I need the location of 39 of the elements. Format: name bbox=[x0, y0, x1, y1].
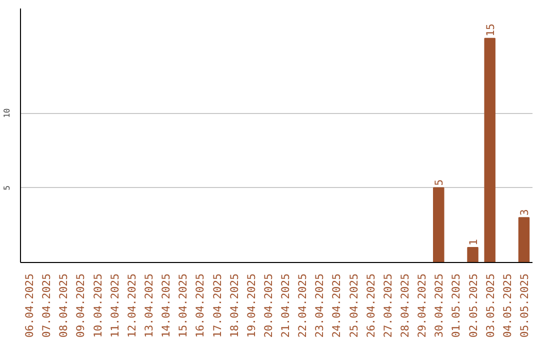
x-tick-label: 29.04.2025 bbox=[416, 274, 429, 338]
x-tick-label: 03.05.2025 bbox=[484, 274, 497, 338]
x-tick-label: 12.04.2025 bbox=[125, 274, 138, 338]
data-label: 5 bbox=[432, 179, 446, 186]
x-tick-label: 08.04.2025 bbox=[57, 274, 70, 338]
x-tick-label: 25.04.2025 bbox=[347, 274, 360, 338]
x-tick-label: 15.04.2025 bbox=[176, 274, 190, 338]
x-tick-label: 20.04.2025 bbox=[262, 274, 275, 338]
x-tick-label: 14.04.2025 bbox=[160, 274, 173, 338]
x-tick-label: 07.04.2025 bbox=[40, 274, 54, 338]
bar bbox=[518, 217, 530, 262]
data-label: 15 bbox=[484, 24, 497, 36]
x-tick-label: 19.04.2025 bbox=[244, 274, 258, 338]
x-tick-label: 11.04.2025 bbox=[108, 274, 122, 338]
x-tick-label: 17.04.2025 bbox=[210, 274, 224, 338]
bar bbox=[484, 38, 496, 262]
x-tick-label: 05.05.2025 bbox=[518, 274, 531, 338]
x-tick-label: 18.04.2025 bbox=[228, 274, 241, 338]
x-tick-label: 24.04.2025 bbox=[330, 274, 344, 338]
x-tick-label: 13.04.2025 bbox=[142, 274, 156, 338]
x-tick-label: 04.05.2025 bbox=[500, 274, 514, 338]
data-label: 1 bbox=[466, 239, 480, 246]
bar bbox=[467, 247, 478, 262]
x-tick-label: 09.04.2025 bbox=[74, 274, 88, 338]
x-tick-label: 10.04.2025 bbox=[91, 274, 104, 338]
x-tick-label: 30.04.2025 bbox=[432, 274, 446, 338]
x-tick-label: 23.04.2025 bbox=[313, 274, 326, 338]
x-tick-label: 22.04.2025 bbox=[296, 274, 310, 338]
x-tick-label: 16.04.2025 bbox=[194, 274, 207, 338]
bar bbox=[433, 187, 444, 262]
data-label: 3 bbox=[518, 209, 531, 216]
x-tick-label: 27.04.2025 bbox=[381, 274, 394, 338]
x-tick-label: 28.04.2025 bbox=[398, 274, 412, 338]
x-tick-label: 21.04.2025 bbox=[279, 274, 292, 338]
x-tick-label: 06.04.2025 bbox=[23, 274, 36, 338]
x-tick-label: 02.05.2025 bbox=[466, 274, 480, 338]
y-tick-label: 10 bbox=[2, 108, 12, 118]
x-tick-label: 26.04.2025 bbox=[364, 274, 378, 338]
x-tick-label: 01.05.2025 bbox=[450, 274, 463, 338]
